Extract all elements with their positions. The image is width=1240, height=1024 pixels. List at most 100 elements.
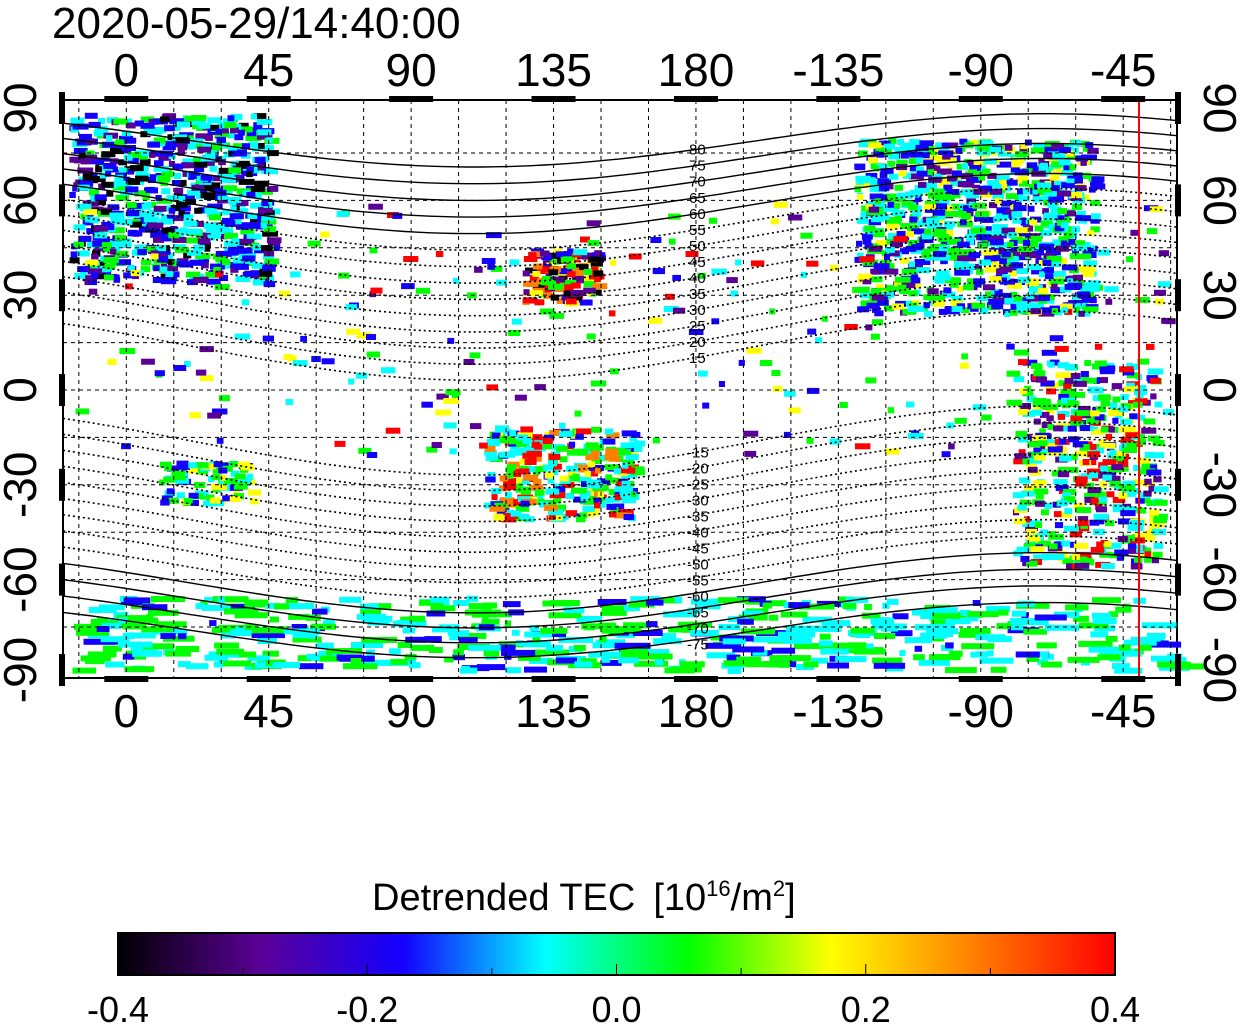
tec-patch — [861, 205, 870, 212]
tec-patch — [1046, 388, 1057, 395]
tec-patch — [298, 663, 324, 670]
tec-patch — [1031, 180, 1041, 187]
tec-patch — [609, 259, 617, 266]
tec-patch — [171, 180, 185, 186]
tec-patch — [443, 398, 459, 404]
tec-patch — [145, 186, 155, 193]
tec-patch — [209, 214, 222, 221]
tec-patch — [122, 623, 147, 630]
tec-patch — [92, 240, 102, 247]
tec-patch — [1079, 425, 1090, 431]
tec-patch — [263, 226, 276, 233]
tec-patch — [548, 283, 563, 290]
tec-patch — [743, 430, 759, 437]
tec-patch — [1100, 426, 1109, 433]
tec-patch — [320, 231, 330, 238]
tec-patch — [207, 203, 223, 210]
tec-patch — [1078, 622, 1109, 629]
tec-patch — [1037, 540, 1051, 547]
tec-patch — [1141, 497, 1151, 504]
tec-patch — [788, 407, 801, 414]
tec-patch — [1089, 199, 1101, 206]
tec-patch — [178, 463, 190, 470]
tec-patch — [167, 214, 175, 221]
tec-patch — [224, 608, 259, 615]
bottom-axis-tick-bar — [531, 676, 576, 682]
tec-patch — [865, 377, 877, 384]
tec-patch — [161, 188, 171, 195]
tec-patch — [934, 203, 947, 210]
tec-patch — [188, 462, 198, 469]
tec-patch — [945, 619, 952, 626]
tec-patch — [915, 624, 937, 631]
tec-patch — [1157, 661, 1191, 668]
tec-patch — [87, 268, 102, 275]
top-axis-tick-bar — [1101, 96, 1146, 102]
tec-patch — [1010, 291, 1018, 298]
tec-patch — [197, 468, 209, 475]
tec-patch — [1064, 377, 1074, 384]
tec-patch — [604, 464, 620, 471]
tec-patch — [222, 495, 235, 502]
tec-patch — [254, 113, 267, 120]
tec-patch — [988, 298, 995, 305]
tec-patch — [262, 253, 275, 260]
tec-patch — [1081, 266, 1096, 273]
tec-patch — [1090, 226, 1100, 233]
tec-patch — [927, 151, 938, 158]
tec-patch — [1017, 504, 1027, 511]
tec-patch — [974, 215, 983, 222]
tec-patch — [575, 516, 586, 523]
tec-patch — [421, 401, 433, 408]
tec-patch — [566, 465, 579, 472]
tec-patch — [1146, 343, 1155, 350]
tec-patch — [1093, 513, 1109, 520]
tec-patch — [900, 300, 913, 307]
tec-patch — [228, 150, 235, 157]
tec-patch — [996, 183, 1008, 190]
tec-patch — [1074, 476, 1088, 483]
tec-patch — [1006, 399, 1023, 406]
tec-patch — [111, 141, 127, 148]
tec-patch — [177, 149, 185, 156]
tec-patch — [1137, 434, 1145, 441]
tec-patch — [916, 170, 932, 177]
tec-patch — [214, 284, 230, 291]
tec-patch — [466, 595, 479, 602]
tec-patch — [1013, 249, 1021, 256]
tec-patch — [491, 494, 498, 501]
tec-patch — [907, 306, 924, 312]
tec-patch — [867, 157, 877, 164]
tec-patch — [161, 495, 173, 502]
tec-patch — [702, 402, 710, 409]
tec-patch — [1027, 441, 1041, 448]
tec-patch — [1119, 426, 1136, 433]
contour-label: 25 — [689, 318, 706, 335]
tec-patch — [113, 276, 121, 283]
tec-patch — [660, 597, 682, 604]
tec-patch — [862, 278, 872, 285]
tec-patch — [981, 414, 992, 421]
top-lon-tick-label: -90 — [948, 44, 1014, 96]
tec-patch — [148, 209, 163, 216]
tec-patch — [248, 141, 258, 148]
contour-line — [62, 405, 1178, 476]
tec-patch — [793, 643, 824, 650]
tec-patch — [126, 122, 136, 129]
tec-patch — [498, 641, 524, 648]
tec-patch — [1091, 499, 1107, 506]
tec-patch — [219, 462, 230, 469]
tec-patch — [147, 141, 160, 148]
tec-patch — [1128, 547, 1144, 554]
tec-patch — [1047, 449, 1063, 456]
tec-patch — [992, 255, 1001, 262]
tec-patch — [235, 276, 251, 282]
tec-patch — [76, 139, 92, 146]
right-lat-tick-label: -30 — [1194, 452, 1240, 518]
tec-patch — [212, 408, 228, 415]
top-lon-tick-label: -135 — [792, 44, 884, 96]
tec-patch — [878, 149, 892, 156]
tec-patch — [943, 142, 959, 149]
tec-patch — [250, 202, 265, 209]
tec-patch — [908, 204, 918, 211]
